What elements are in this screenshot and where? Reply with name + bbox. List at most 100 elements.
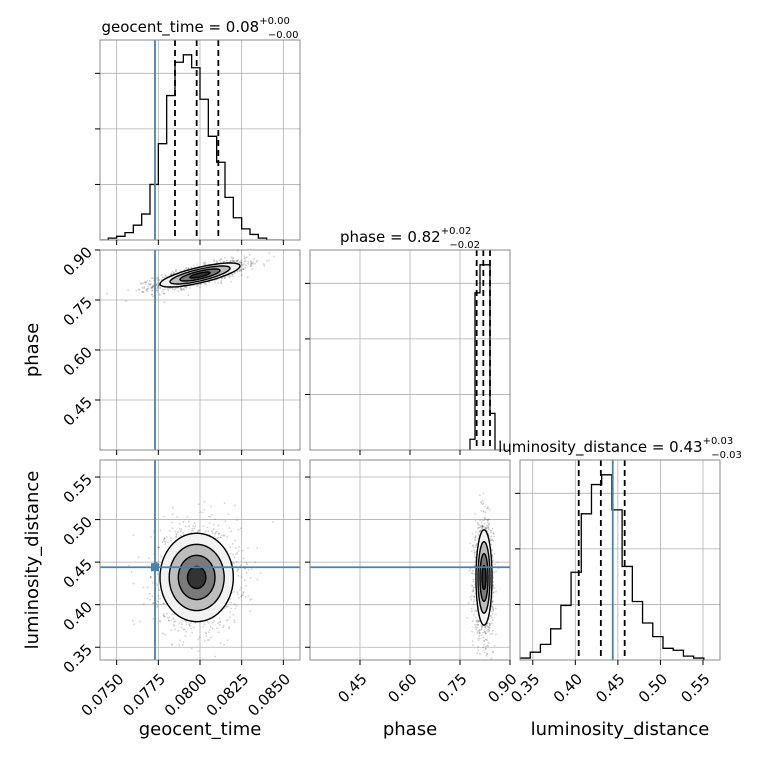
scatter-point [185,287,188,289]
scatter-point [249,259,252,262]
scatter-point [477,649,479,652]
scatter-point [490,529,493,532]
scatter-point [475,610,478,613]
scatter-point [488,523,490,526]
scatter-point [489,539,492,541]
scatter-point [190,647,193,650]
scatter-point [250,263,252,266]
x-axis-label-phase: phase [383,719,437,740]
scatter-point [484,633,487,635]
scatter-point [475,543,478,545]
scatter-point [235,553,237,556]
scatter-point [171,270,174,273]
scatter-point [475,619,478,622]
scatter-point [240,263,243,266]
scatter-point [127,289,129,291]
scatter-point [209,515,211,518]
scatter-point [474,534,477,537]
scatter-point [198,636,201,638]
scatter-point [237,568,240,571]
scatter-point [243,260,246,263]
scatter-point [149,598,151,601]
panel-content [310,492,510,660]
scatter-point [187,267,190,269]
scatter-point [176,516,179,519]
scatter-point [178,622,181,624]
scatter-point [242,268,245,271]
scatter-point [202,525,205,527]
scatter-point [249,610,252,613]
tick-marks [305,282,511,455]
scatter-point [181,620,184,622]
scatter-point [493,552,496,555]
density-fill-3 [190,272,210,278]
y-tick-label: 0.50 [60,513,96,549]
density-contour-2 [177,554,216,601]
scatter-point [149,283,152,285]
scatter-point [480,628,483,631]
scatter-point [481,524,484,527]
scatter-point [489,626,491,629]
y-tick-label: 0.45 [60,555,96,591]
scatter-point [491,600,494,603]
scatter-point [473,600,475,603]
scatter-point [174,287,177,290]
scatter-point [249,265,252,267]
scatter-point [158,589,161,591]
scatter-point [478,629,481,632]
scatter-point [130,571,133,573]
scatter-point [178,522,181,525]
scatter-point [488,522,491,525]
scatter-point [474,626,477,629]
scatter-point [481,525,484,527]
scatter-point [490,615,492,617]
scatter-point [210,636,213,639]
scatter-point [477,620,479,622]
scatter-point [477,521,479,524]
scatter-point [208,639,211,641]
scatter-point [473,553,476,556]
y-tick-label: 0.35 [60,641,96,677]
scatter-point [192,529,195,532]
scatter-point [144,283,147,286]
scatter-point [491,601,494,604]
density-contour-0 [159,262,241,288]
scatter-point [222,261,225,263]
scatter-point [152,277,154,280]
scatter-point [182,287,185,290]
scatter-point [191,527,194,530]
scatter-point [163,537,166,539]
scatter-point [240,261,243,264]
scatter-point [483,640,486,642]
scatter-point [491,605,493,608]
scatter-point [157,546,160,549]
scatter-point [495,570,497,572]
panel-title-luminosity_distance: luminosity_distance = 0.43+0.03 −0.03 [498,436,742,461]
scatter-point [174,269,177,272]
scatter-point [491,633,494,636]
scatter-point [475,624,478,626]
scatter-point [185,620,187,623]
scatter-point [167,616,169,619]
panel-content [469,250,500,450]
scatter-point [228,527,231,529]
scatter-point [245,571,248,574]
scatter-point [480,502,483,504]
scatter-point [203,640,206,642]
scatter-point [161,290,164,293]
scatter-point [167,619,170,622]
scatter-point [227,513,230,515]
scatter-point [214,533,216,535]
scatter-point [156,289,158,291]
scatter-point [208,281,211,284]
scatter-point [219,261,222,263]
scatter-point [483,519,486,522]
scatter-point [224,256,226,259]
scatter-point [166,612,168,615]
scatter-point [481,524,484,527]
scatter-point [240,586,242,589]
scatter-point [184,525,187,528]
scatter-point [157,285,160,287]
scatter-point [162,632,164,635]
